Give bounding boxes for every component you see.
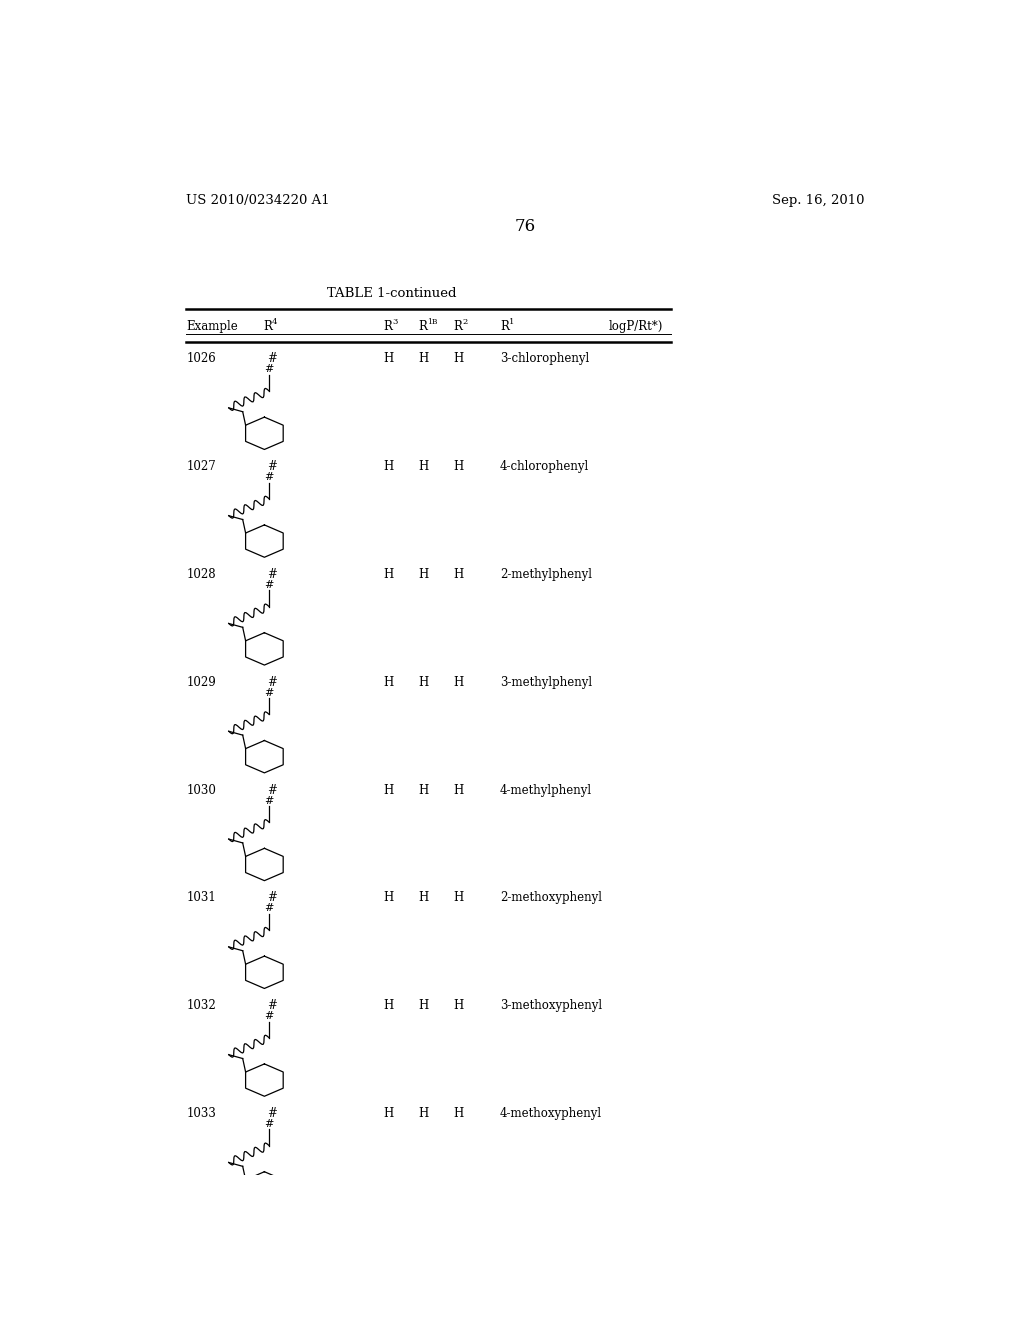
Text: H: H (419, 568, 429, 581)
Text: H: H (384, 568, 394, 581)
Text: 1028: 1028 (186, 568, 216, 581)
Text: H: H (384, 676, 394, 689)
Text: 3-methoxyphenyl: 3-methoxyphenyl (500, 999, 602, 1012)
Text: logP/Rt*): logP/Rt*) (608, 319, 663, 333)
Text: 3-methylphenyl: 3-methylphenyl (500, 676, 592, 689)
Text: 1B: 1B (427, 318, 437, 326)
Text: 4-methoxyphenyl: 4-methoxyphenyl (500, 1107, 602, 1121)
Text: H: H (419, 352, 429, 366)
Text: H: H (384, 461, 394, 474)
Text: H: H (419, 891, 429, 904)
Text: H: H (384, 999, 394, 1012)
Text: 4-methylphenyl: 4-methylphenyl (500, 784, 592, 797)
Text: 2-methoxyphenyl: 2-methoxyphenyl (500, 891, 602, 904)
Text: H: H (384, 1107, 394, 1121)
Text: Example: Example (186, 319, 238, 333)
Text: H: H (419, 784, 429, 797)
Text: 2-methylphenyl: 2-methylphenyl (500, 568, 592, 581)
Text: #: # (267, 352, 278, 366)
Text: #: # (264, 903, 273, 913)
Text: R: R (263, 319, 272, 333)
Text: 1032: 1032 (186, 999, 216, 1012)
Text: #: # (267, 461, 278, 474)
Text: H: H (419, 676, 429, 689)
Text: H: H (454, 784, 464, 797)
Text: Sep. 16, 2010: Sep. 16, 2010 (772, 194, 864, 207)
Text: 4-chlorophenyl: 4-chlorophenyl (500, 461, 589, 474)
Text: H: H (384, 891, 394, 904)
Text: H: H (454, 999, 464, 1012)
Text: #: # (267, 999, 278, 1012)
Text: H: H (454, 352, 464, 366)
Text: #: # (264, 688, 273, 698)
Text: H: H (384, 352, 394, 366)
Text: TABLE 1-continued: TABLE 1-continued (327, 286, 457, 300)
Text: R: R (454, 319, 463, 333)
Text: 1026: 1026 (186, 352, 216, 366)
Text: #: # (264, 473, 273, 482)
Text: H: H (454, 568, 464, 581)
Text: #: # (267, 568, 278, 581)
Text: 1029: 1029 (186, 676, 216, 689)
Text: H: H (454, 461, 464, 474)
Text: #: # (264, 1011, 273, 1022)
Text: H: H (454, 676, 464, 689)
Text: #: # (264, 364, 273, 375)
Text: 2: 2 (462, 318, 467, 326)
Text: #: # (267, 891, 278, 904)
Text: R: R (384, 319, 392, 333)
Text: R: R (419, 319, 427, 333)
Text: H: H (384, 784, 394, 797)
Text: #: # (264, 796, 273, 805)
Text: 1030: 1030 (186, 784, 216, 797)
Text: #: # (267, 784, 278, 797)
Text: H: H (454, 1107, 464, 1121)
Text: US 2010/0234220 A1: US 2010/0234220 A1 (186, 194, 330, 207)
Text: 1033: 1033 (186, 1107, 216, 1121)
Text: #: # (264, 1119, 273, 1129)
Text: H: H (419, 461, 429, 474)
Text: 1031: 1031 (186, 891, 216, 904)
Text: #: # (267, 1107, 278, 1121)
Text: 3-chlorophenyl: 3-chlorophenyl (500, 352, 589, 366)
Text: H: H (419, 1107, 429, 1121)
Text: 1027: 1027 (186, 461, 216, 474)
Text: H: H (454, 891, 464, 904)
Text: 3: 3 (392, 318, 397, 326)
Text: R: R (500, 319, 509, 333)
Text: H: H (419, 999, 429, 1012)
Text: 1: 1 (509, 318, 514, 326)
Text: 76: 76 (514, 218, 536, 235)
Text: #: # (267, 676, 278, 689)
Text: #: # (264, 579, 273, 590)
Text: 4: 4 (272, 318, 278, 326)
